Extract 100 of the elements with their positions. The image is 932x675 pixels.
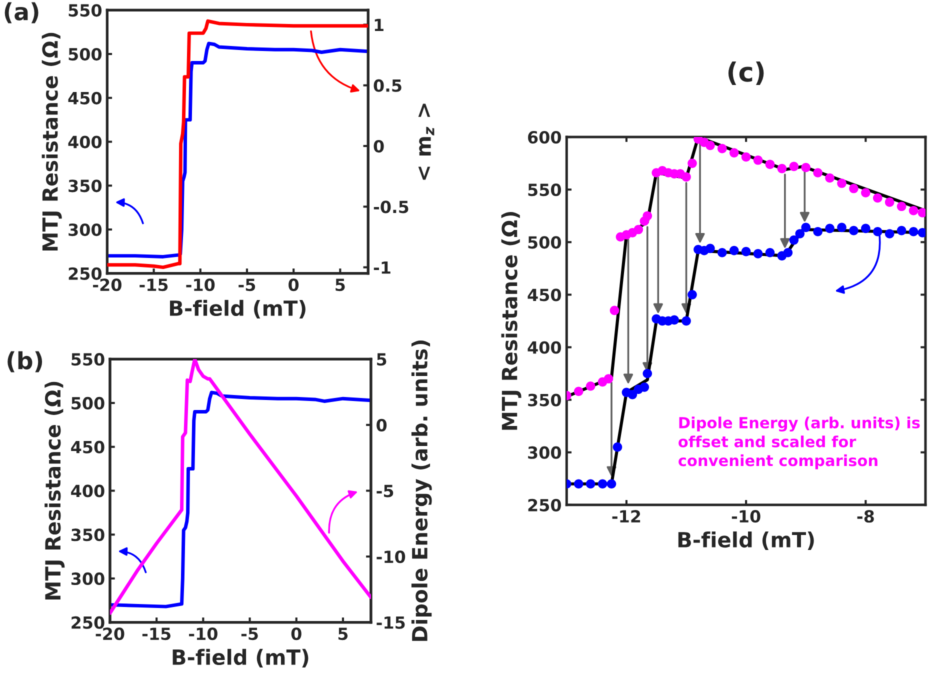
point [598,479,608,489]
chart-title: (c) [728,61,764,85]
annotation: Dipole Energy (arb. units) is offset and scaled for convenient comparison [678,416,920,470]
y2-tick-label: -5 [376,484,394,498]
y2-tick-label: 0 [374,140,384,153]
y-tick-label: 550 [68,4,102,17]
point [861,224,870,234]
x-tick-label: -12 [612,510,640,522]
x-axis-title: B-field (mT) [170,300,306,318]
point [872,193,882,203]
y2-tick-label: 5 [377,353,386,366]
y2-tick-label: 1 [374,18,384,32]
point [706,140,715,150]
y-tick-label: 500 [72,396,104,410]
y-tick-label: 600 [528,130,561,144]
y-axis-title: MTJ Resistance (Ω) [42,32,62,251]
point [682,316,691,326]
point [813,226,822,236]
point [741,152,751,162]
y-tick-label: 450 [71,440,104,454]
point [896,226,906,236]
point [789,235,799,245]
y-tick-label: 300 [528,446,561,459]
y-tick-label: 300 [68,223,102,236]
point [640,382,650,392]
x-tick-label: 5 [338,628,348,640]
point [795,229,805,238]
point [729,246,739,256]
point [586,479,596,489]
point [706,244,715,254]
x-tick-label: -5 [241,628,258,640]
point [753,155,763,165]
y-tick-label: 500 [528,236,561,249]
point [908,226,918,236]
y2-tick-label: -0.5 [374,200,408,214]
y-tick-label: 550 [72,353,104,366]
x-tick-label: 5 [336,278,345,292]
y-tick-label: 400 [528,341,561,354]
y-axis-title: MTJ Resistance (Ω) [501,212,522,430]
chart-title: (b) [8,351,42,372]
y-tick-label: 350 [528,394,561,406]
x-tick-label: -20 [93,278,122,292]
y-tick-label: 350 [71,528,104,542]
y2-tick-label: 0.5 [374,79,402,92]
point [765,248,775,258]
point [682,172,691,182]
x-tick-label: -10 [732,510,760,523]
x-tick-label: -5 [238,278,256,292]
y-tick-label: 550 [528,184,561,196]
y2-axis-title: < m$_{z}$ > [418,104,434,180]
x-tick-label: -10 [189,628,218,640]
point [825,173,834,183]
x-tick-label: -10 [186,278,215,292]
point [849,184,858,194]
x-axis-title: B-field (mT) [678,531,814,550]
point [586,381,596,391]
point [574,386,584,396]
x-tick-label: -8 [857,510,874,523]
y-tick-label: 400 [68,136,102,148]
point [642,368,652,378]
point [741,246,751,256]
point [610,306,620,316]
x-tick-label: -20 [96,628,124,640]
point [837,222,846,232]
point [861,188,870,198]
y-tick-label: 250 [68,267,102,280]
y-tick-label: 500 [68,48,102,61]
x-axis-title: B-field (mT) [172,648,308,668]
x-tick-label: -15 [140,278,168,292]
point [801,222,811,232]
point [908,206,918,216]
point [628,390,638,400]
point [783,248,793,258]
point [777,164,787,174]
y-tick-label: 450 [68,92,102,104]
point [670,315,679,325]
point [825,224,834,234]
y2-tick-label: -10 [376,550,406,564]
y2-tick-label: -1 [374,261,390,274]
y2-tick-label: -15 [376,616,405,629]
x-tick-label: 0 [288,278,299,292]
point [801,162,811,172]
point [688,158,697,168]
x-tick-label: 0 [291,628,302,640]
point [642,211,652,221]
point [612,442,622,452]
y-tick-label: 250 [72,616,104,629]
point [872,226,882,236]
point [813,168,822,178]
point [849,226,858,236]
point [634,224,644,234]
y-axis-title: MTJ Resistance (Ω) [44,382,65,600]
point [884,198,894,207]
point [729,148,739,158]
point [753,249,763,258]
point [765,160,775,170]
point [789,162,799,172]
point [606,479,616,489]
y-tick-label: 450 [528,288,561,302]
point [688,290,697,300]
